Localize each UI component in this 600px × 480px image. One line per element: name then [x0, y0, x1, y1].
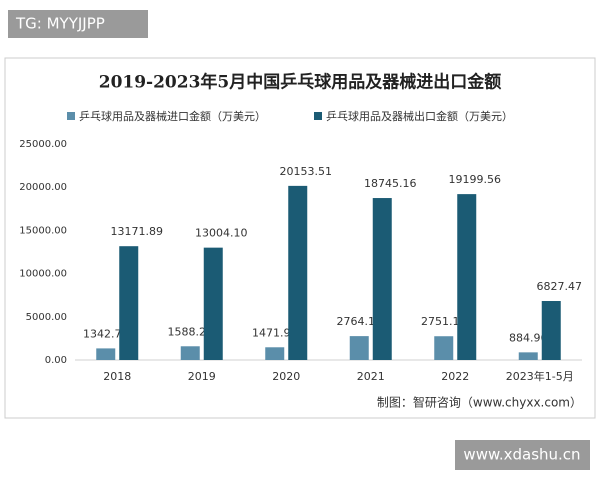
data-label: 18745.16	[364, 177, 417, 190]
y-tick-label: 20000.00	[19, 182, 67, 193]
data-label: 20153.51	[280, 165, 333, 178]
bar	[457, 194, 477, 360]
bar	[96, 348, 116, 360]
bar	[288, 185, 308, 360]
legend-swatch	[314, 112, 322, 120]
bar	[518, 352, 538, 360]
y-tick-label: 5000.00	[26, 312, 67, 323]
y-tick-label: 10000.00	[19, 269, 67, 280]
data-label: 884.96	[509, 331, 548, 344]
x-tick-label: 2018	[103, 370, 131, 383]
chart-title: 2019-2023年5月中国乒乓球用品及器械进出口金额	[99, 72, 502, 93]
x-tick-label: 2021	[357, 370, 385, 383]
data-label: 13171.89	[111, 225, 164, 238]
legend-label: 乒乓球用品及器械出口金额（万美元）	[326, 109, 513, 123]
bar	[541, 301, 561, 360]
bar	[265, 347, 285, 360]
x-tick-label: 2019	[188, 370, 216, 383]
overlay-badge	[8, 10, 148, 38]
bar	[119, 246, 139, 360]
legend-label: 乒乓球用品及器械进口金额（万美元）	[79, 109, 266, 123]
data-label: 1588.23	[168, 325, 214, 338]
x-tick-label: 2023年1-5月	[506, 369, 574, 383]
legend-swatch	[67, 112, 75, 120]
y-tick-label: 25000.00	[19, 139, 67, 150]
data-label: 2751.19	[421, 315, 467, 328]
data-label: 13004.10	[195, 227, 248, 240]
overlay-badge	[455, 440, 590, 470]
x-tick-label: 2020	[272, 370, 300, 383]
x-tick-label: 2022	[441, 370, 469, 383]
data-label: 6827.47	[537, 280, 583, 293]
bar	[372, 198, 392, 360]
data-label: 2764.13	[337, 315, 383, 328]
overlay-text: www.xdashu.cn	[463, 446, 580, 464]
bar	[434, 336, 454, 360]
bar	[180, 346, 200, 360]
data-label: 19199.56	[449, 173, 502, 186]
overlay-text: TG: MYYJJPP	[15, 15, 105, 33]
y-tick-label: 15000.00	[19, 225, 67, 236]
bar	[203, 247, 223, 360]
data-label: 1471.95	[252, 326, 298, 339]
source-note: 制图：智研咨询（www.chyxx.com）	[377, 395, 582, 410]
bar	[349, 336, 369, 360]
y-tick-label: 0.00	[45, 355, 67, 366]
data-label: 1342.75	[83, 327, 129, 340]
